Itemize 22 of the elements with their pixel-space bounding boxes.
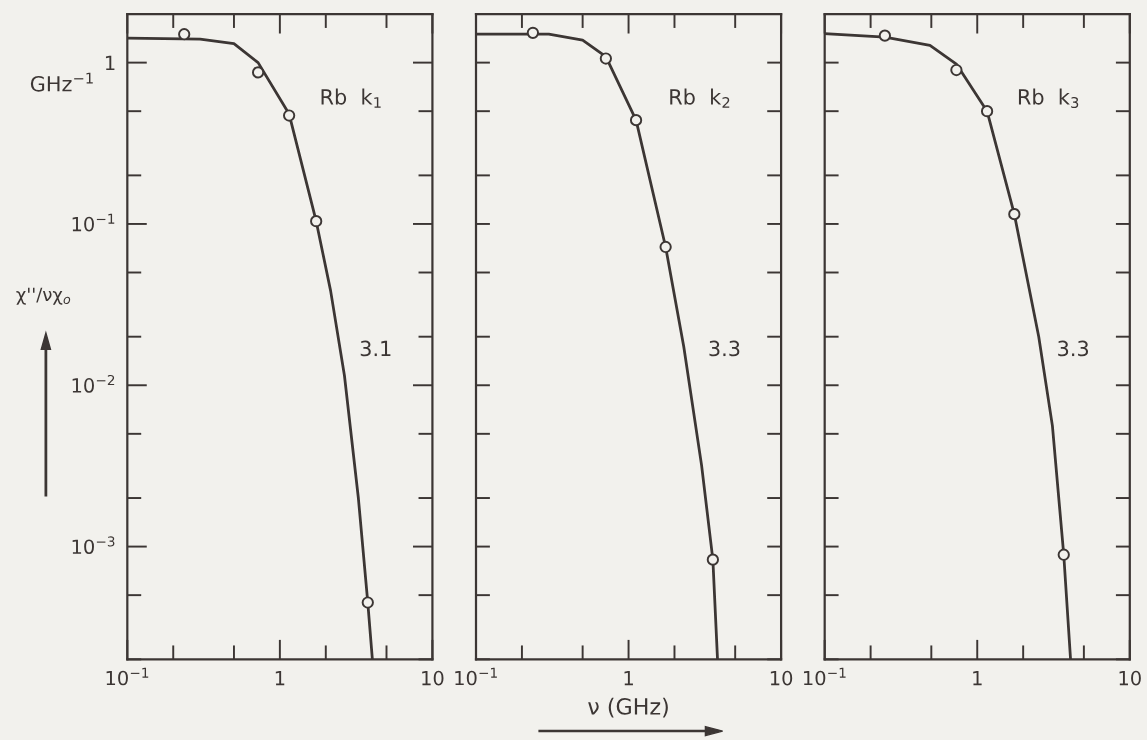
x-tick-label: 10: [1119, 670, 1141, 686]
annotation: Rb k$_{3}$: [1018, 88, 1079, 109]
annotation: Rb k$_{1}$: [321, 88, 381, 108]
annotation: 3.1: [360, 340, 391, 357]
annotation: Rb k$_{2}$: [670, 88, 730, 108]
annotation: 3.3: [709, 340, 740, 357]
text: GHz$^{−1}$: [30, 72, 93, 92]
y-axis-title: χ''/νχ$_{o}$: [16, 287, 71, 305]
x-tick-label: 10: [770, 670, 793, 686]
y-tick-label: 1: [105, 55, 115, 71]
x-tick-label: 10$^{−1}$: [803, 667, 846, 686]
x-tick-label: 10: [422, 670, 444, 686]
y-tick-label: 10$^{−3}$: [72, 536, 115, 555]
x-tick-label: 10$^{−1}$: [106, 667, 149, 686]
x-tick-label: 10$^{−1}$: [455, 667, 497, 686]
x-axis-title: ν (GHz): [588, 697, 668, 718]
annotation: 3.3: [1058, 340, 1089, 357]
y-tick-label: 10$^{−2}$: [72, 374, 115, 393]
x-tick-label: 1: [973, 671, 982, 686]
x-tick-label: 1: [275, 671, 285, 686]
y-tick-label: 10$^{−1}$: [72, 213, 115, 232]
x-tick-label: 1: [624, 671, 633, 686]
